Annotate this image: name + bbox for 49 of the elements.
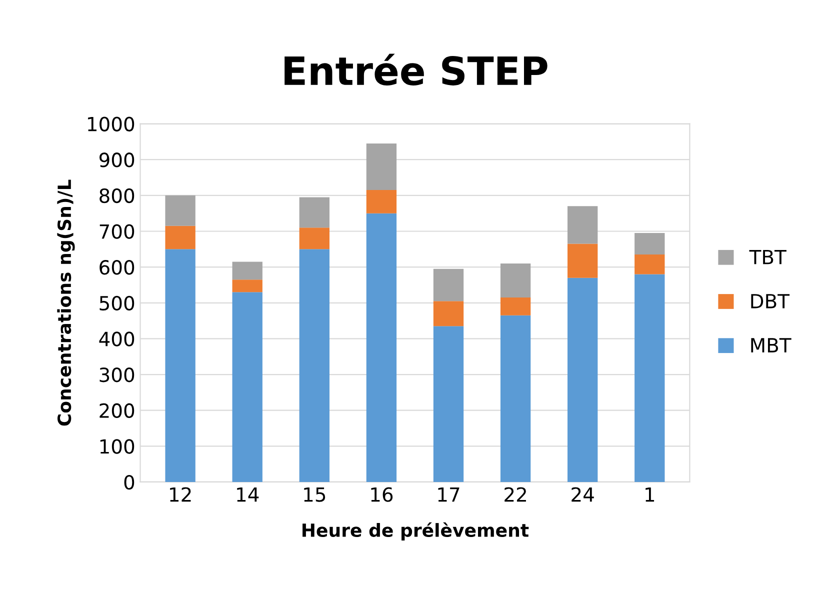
bar <box>165 195 196 226</box>
bar <box>165 249 196 482</box>
legend-label: MBT <box>751 338 792 352</box>
y-tick-label: 200 <box>100 403 134 418</box>
bar <box>232 280 262 292</box>
bar <box>500 298 531 316</box>
bar <box>299 228 330 250</box>
x-axis-title: Heure de prélèvement <box>302 522 529 541</box>
bar <box>366 213 397 482</box>
y-tick-label: 600 <box>100 260 134 275</box>
bar <box>366 143 397 190</box>
y-tick-label: 700 <box>100 224 134 239</box>
bar <box>299 249 330 482</box>
bar <box>500 315 531 482</box>
bar <box>568 244 598 278</box>
bar <box>568 206 598 244</box>
y-tick-label: 300 <box>100 367 134 382</box>
legend-label: TBT <box>749 250 786 264</box>
x-tick-label: 24 <box>572 487 594 502</box>
bar <box>433 268 464 302</box>
y-tick-label: 0 <box>124 474 134 490</box>
bar <box>232 262 262 280</box>
x-tick-label: 17 <box>438 487 460 502</box>
x-tick-label: 12 <box>170 487 191 502</box>
x-tick-label: 14 <box>237 487 259 502</box>
legend-label: DBT <box>751 294 790 308</box>
y-tick-label: 1000 <box>88 116 134 132</box>
y-tick-label: 100 <box>100 439 134 454</box>
bar <box>433 326 464 482</box>
bar <box>634 254 665 274</box>
bar <box>232 292 262 482</box>
y-axis-title: Concentrations ng(Sn)/L <box>57 180 75 426</box>
bar <box>500 263 531 298</box>
x-tick-label: 1 <box>646 487 654 502</box>
bar <box>568 278 598 482</box>
x-tick-label: 22 <box>504 487 526 502</box>
bar <box>634 233 665 255</box>
bar <box>433 301 464 326</box>
y-tick-label: 800 <box>100 188 134 204</box>
bar <box>366 190 397 214</box>
x-tick-label: 15 <box>304 487 326 502</box>
y-tick-label: 900 <box>100 152 134 168</box>
chart-title: Entrée STEP <box>284 54 548 86</box>
y-tick-label: 500 <box>100 296 134 311</box>
x-tick-label: 16 <box>371 487 393 502</box>
bar <box>299 197 330 228</box>
bar <box>165 226 196 250</box>
bar <box>634 274 665 482</box>
y-tick-label: 400 <box>99 332 134 346</box>
